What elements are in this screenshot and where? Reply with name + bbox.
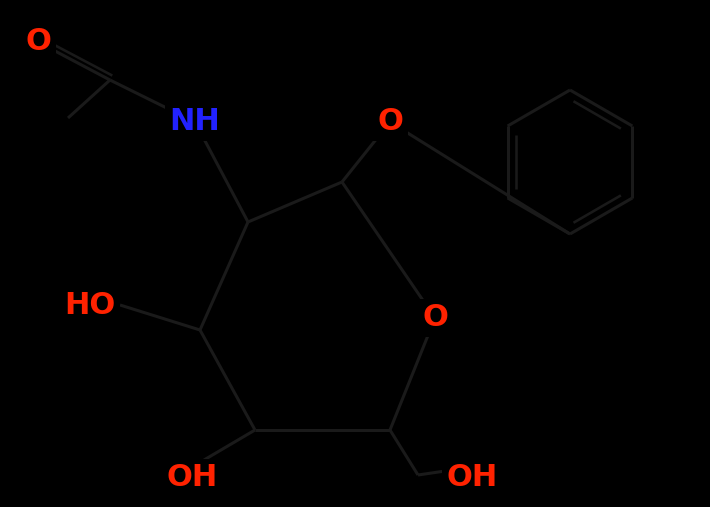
Text: NH: NH <box>170 107 220 136</box>
Text: OH: OH <box>166 463 218 492</box>
Text: OH: OH <box>447 463 498 492</box>
Text: HO: HO <box>65 291 116 319</box>
Text: O: O <box>422 304 448 333</box>
Text: O: O <box>25 27 51 56</box>
Text: O: O <box>377 107 403 136</box>
